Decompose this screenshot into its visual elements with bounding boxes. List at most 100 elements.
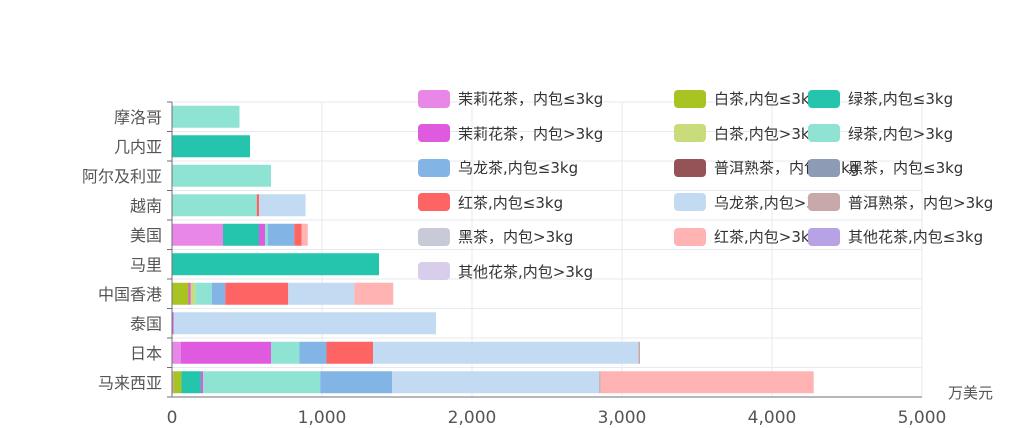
x-tick-label: 4,000 — [748, 408, 797, 428]
legend-swatch — [418, 193, 450, 211]
y-tick-label: 马来西亚 — [98, 373, 162, 392]
y-tick-label: 越南 — [130, 196, 162, 215]
legend-swatch — [808, 89, 840, 108]
bar-segment — [354, 282, 394, 305]
bar-segment — [299, 341, 327, 364]
bar-segment — [172, 194, 257, 217]
bar-segment — [271, 341, 300, 364]
x-tick-label: 5,000 — [898, 408, 947, 428]
y-tick-label: 摩洛哥 — [114, 108, 162, 127]
y-tick-label: 阿尔及利亚 — [82, 167, 162, 186]
legend-item[interactable]: 绿茶,内包≤3kg — [808, 88, 953, 109]
bar-segment — [638, 341, 640, 364]
bar-segment — [392, 371, 600, 394]
legend-label: 乌龙茶,内包≤3kg — [458, 159, 579, 177]
legend-swatch — [808, 158, 840, 177]
legend-swatch — [674, 158, 706, 177]
legend-item[interactable]: 红茶,内包>3kg — [674, 226, 819, 247]
legend-label: 红茶,内包≤3kg — [458, 193, 564, 212]
y-tick-label: 中国香港 — [98, 285, 162, 304]
bar-segment — [181, 371, 201, 394]
bar-segment — [301, 223, 308, 246]
bar-segment — [211, 282, 226, 305]
legend-swatch — [418, 124, 450, 142]
bar-segment — [172, 312, 174, 335]
bar-segment — [172, 164, 271, 187]
bar-segment — [600, 371, 814, 394]
bar-segment — [195, 282, 212, 305]
legend-label: 黑茶，内包≤3kg — [848, 159, 964, 177]
bar-segment — [172, 253, 379, 276]
x-tick-label: 0 — [167, 408, 178, 428]
bar-segment — [181, 341, 271, 364]
legend-swatch — [808, 193, 840, 211]
legend-item[interactable]: 茉莉花茶，内包≤3kg — [418, 88, 603, 109]
bar-segment — [373, 341, 639, 364]
legend-item[interactable]: 普洱熟茶，内包>3kg — [808, 192, 993, 213]
bar-segment — [294, 223, 302, 246]
legend-label: 绿茶,内包>3kg — [848, 124, 954, 143]
legend-label: 红茶,内包>3kg — [714, 228, 820, 246]
bar-segment — [173, 371, 182, 394]
bar-segment — [256, 194, 259, 217]
legend-label: 黑茶，内包>3kg — [458, 228, 574, 246]
legend-item[interactable]: 其他花茶,内包>3kg — [418, 261, 593, 282]
bar-segment — [320, 371, 393, 394]
x-axis-unit-label: 万美元 — [948, 384, 994, 402]
x-tick-label: 3,000 — [598, 408, 647, 428]
legend-swatch — [808, 227, 840, 246]
legend-item[interactable]: 其他花茶,内包≤3kg — [808, 226, 983, 247]
y-tick-label: 泰国 — [130, 314, 162, 333]
legend-swatch — [418, 89, 450, 108]
legend-label: 白茶,内包≤3kg — [714, 90, 820, 108]
y-tick-label: 美国 — [130, 226, 162, 245]
legend-item[interactable]: 绿茶,内包>3kg — [808, 123, 953, 144]
legend-swatch — [418, 227, 450, 246]
legend-item[interactable]: 乌龙茶,内包≤3kg — [418, 157, 578, 178]
y-tick-label: 马里 — [130, 255, 162, 274]
bar-segment — [259, 194, 306, 217]
bar-segment — [326, 341, 373, 364]
legend-item[interactable]: 茉莉花茶，内包>3kg — [418, 123, 603, 144]
legend-swatch — [418, 158, 450, 177]
legend-label: 绿茶,内包≤3kg — [848, 90, 954, 108]
legend-label: 其他花茶,内包>3kg — [458, 262, 594, 281]
bar-segment — [225, 282, 289, 305]
y-tick-label: 几内亚 — [114, 137, 162, 156]
bar-segment — [259, 223, 265, 246]
x-tick-label: 2,000 — [448, 408, 497, 428]
legend-item[interactable]: 红茶,内包≤3kg — [418, 192, 563, 213]
bar-segment — [173, 312, 436, 335]
legend-swatch — [808, 124, 840, 142]
bar-segment — [172, 105, 240, 128]
legend-swatch — [418, 262, 450, 280]
bar-segment — [268, 223, 295, 246]
bar-segment — [288, 282, 355, 305]
bar-segment — [172, 223, 223, 246]
legend-label: 白茶,内包>3kg — [714, 124, 820, 143]
bar-segment — [599, 371, 601, 394]
legend-label: 普洱熟茶，内包>3kg — [848, 193, 994, 212]
legend-swatch — [674, 193, 706, 211]
bar-segment — [223, 223, 259, 246]
bar-segment — [172, 282, 189, 305]
y-tick-label: 日本 — [130, 344, 162, 363]
legend-item[interactable]: 白茶,内包>3kg — [674, 123, 819, 144]
bar-segment — [265, 223, 268, 246]
bar-segment — [200, 371, 204, 394]
bar-segment — [172, 371, 174, 394]
legend-item[interactable]: 黑茶，内包>3kg — [418, 226, 573, 247]
bar-segment — [172, 341, 181, 364]
legend-item[interactable]: 乌龙茶,内包>3kg — [674, 192, 834, 213]
legend-label: 茉莉花茶，内包>3kg — [458, 124, 604, 143]
bar-segment — [172, 135, 250, 158]
x-tick-label: 1,000 — [298, 408, 347, 428]
legend-item[interactable]: 黑茶，内包≤3kg — [808, 157, 963, 178]
legend-label: 茉莉花茶，内包≤3kg — [458, 90, 604, 108]
legend-swatch — [674, 89, 706, 108]
legend-item[interactable]: 白茶,内包≤3kg — [674, 88, 819, 109]
bar-segment — [188, 282, 191, 305]
legend-label: 其他花茶,内包≤3kg — [848, 228, 984, 246]
bar-segment — [203, 371, 321, 394]
